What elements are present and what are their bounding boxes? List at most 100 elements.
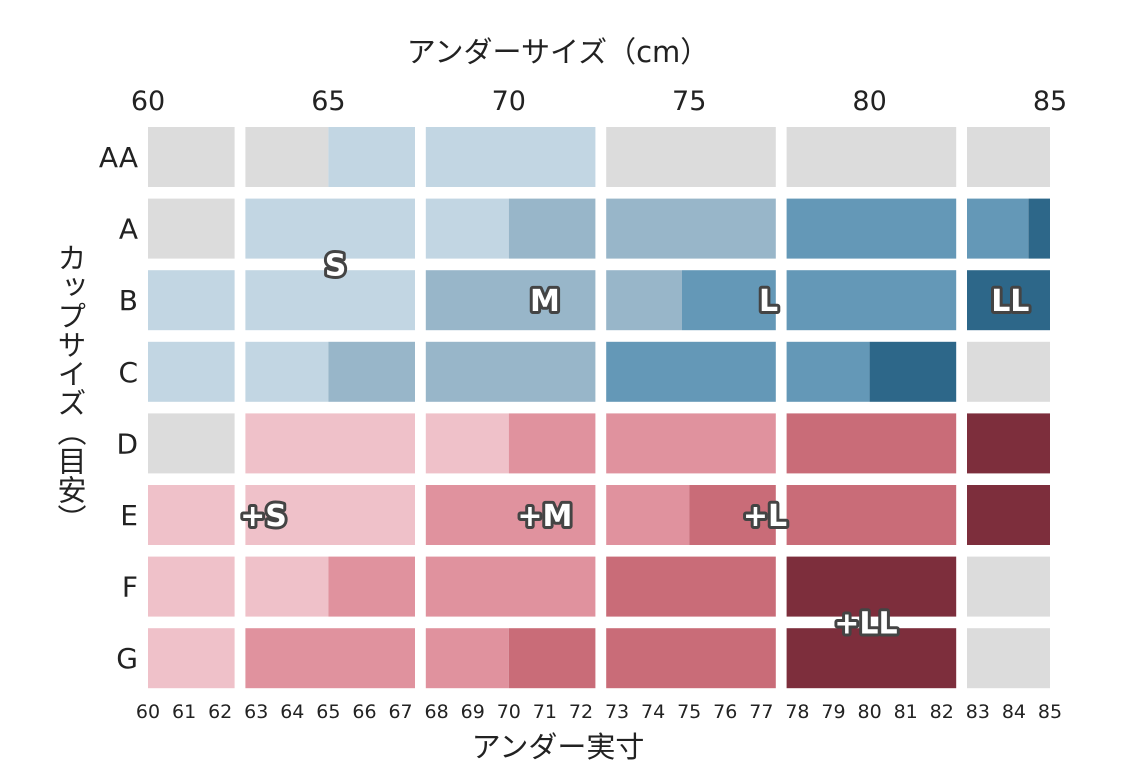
top-axis-ticks: 60 65 70 75 80 85 xyxy=(131,86,1067,117)
heatmap-cell xyxy=(967,485,1050,545)
heatmap-cell xyxy=(425,628,509,689)
heatmap-cell xyxy=(786,341,870,402)
heatmap-cell xyxy=(425,341,596,402)
bottom-tick-label: 78 xyxy=(785,701,809,723)
bottom-tick-label: 61 xyxy=(172,701,196,723)
heatmap-cell xyxy=(967,341,1050,402)
heatmap-cell xyxy=(508,198,596,259)
bottom-tick-label: 82 xyxy=(930,701,954,723)
size-label: +L xyxy=(743,499,787,534)
bottom-tick-label: 67 xyxy=(388,701,412,723)
bottom-axis-title: アンダー実寸 xyxy=(472,730,645,764)
heatmap-cell xyxy=(245,556,329,617)
heatmap-cell xyxy=(328,341,415,402)
heatmap-cell xyxy=(786,628,957,689)
heatmap-cell xyxy=(148,270,235,331)
size-label: +M xyxy=(517,499,572,534)
size-label: LL xyxy=(991,284,1029,319)
heatmap-cell xyxy=(328,127,415,187)
bottom-tick-label: 83 xyxy=(966,701,990,723)
bottom-tick-label: 75 xyxy=(677,701,701,723)
bottom-tick-label: 68 xyxy=(425,701,449,723)
size-label: +LL xyxy=(834,606,897,641)
bottom-tick-label: 73 xyxy=(605,701,629,723)
size-label: S xyxy=(325,248,347,283)
top-axis-title: アンダーサイズ（cm） xyxy=(407,35,710,69)
heatmap-cell xyxy=(786,198,957,259)
cup-category-label: F xyxy=(122,571,138,604)
cup-category-label: AA xyxy=(99,141,138,174)
heatmap-cell xyxy=(606,628,776,689)
bottom-tick-label: 81 xyxy=(894,701,918,723)
bottom-tick-label: 64 xyxy=(280,701,304,723)
heatmap-cell xyxy=(245,198,415,259)
heatmap-cell xyxy=(245,270,415,331)
heatmap-cell xyxy=(148,485,235,545)
heatmap-cell xyxy=(967,198,1029,259)
heatmap-cell xyxy=(967,270,1050,331)
heatmap-cell xyxy=(245,127,329,187)
top-tick-label: 75 xyxy=(672,86,706,117)
heatmap-cell xyxy=(148,413,235,474)
bottom-tick-label: 65 xyxy=(316,701,340,723)
heatmap-cell xyxy=(425,127,596,187)
heatmap-cell xyxy=(606,413,776,474)
heatmap-cell xyxy=(786,485,957,545)
heatmap-cell xyxy=(689,485,776,545)
heatmap-cell xyxy=(425,485,596,545)
heatmap-cell xyxy=(148,198,235,259)
heatmap-cell xyxy=(1028,198,1050,259)
heatmap-cell xyxy=(786,127,957,187)
bottom-tick-label: 84 xyxy=(1002,701,1026,723)
size-label: +S xyxy=(240,499,287,534)
heatmap-cell xyxy=(245,341,329,402)
heatmap-cell xyxy=(606,556,776,617)
cup-category-label: B xyxy=(119,284,138,317)
bottom-tick-label: 71 xyxy=(533,701,557,723)
heatmap-cells xyxy=(148,127,1050,689)
bottom-tick-label: 60 xyxy=(136,701,160,723)
heatmap-cell xyxy=(425,413,509,474)
cup-category-label: E xyxy=(120,499,138,532)
heatmap-cell xyxy=(786,413,957,474)
heatmap-cell xyxy=(606,341,776,402)
heatmap-cell xyxy=(148,341,235,402)
heatmap-cell xyxy=(245,485,415,545)
bottom-tick-label: 80 xyxy=(858,701,882,723)
bottom-tick-label: 74 xyxy=(641,701,665,723)
heatmap-cell xyxy=(869,341,957,402)
heatmap-cell xyxy=(786,556,957,617)
bottom-tick-label: 66 xyxy=(352,701,376,723)
top-tick-label: 65 xyxy=(311,86,345,117)
heatmap-cell xyxy=(425,556,596,617)
top-tick-label: 80 xyxy=(852,86,886,117)
heatmap-cell xyxy=(967,628,1050,689)
heatmap-cell xyxy=(148,556,235,617)
bottom-tick-label: 63 xyxy=(244,701,268,723)
heatmap-cell xyxy=(328,556,415,617)
bottom-axis-ticks: 60 61 62 63 64 65 66 67 68 69 70 71 72 73 74 75 76 77 78 79… xyxy=(136,701,1062,723)
bottom-tick-label: 69 xyxy=(461,701,485,723)
heatmap-cell xyxy=(606,270,682,331)
heatmap-cell xyxy=(245,628,415,689)
heatmap-cell xyxy=(682,270,776,331)
heatmap-cell xyxy=(606,198,776,259)
heatmap-cell xyxy=(967,413,1050,474)
bottom-tick-label: 79 xyxy=(821,701,845,723)
heatmap-cell xyxy=(425,270,596,331)
heatmap-cell xyxy=(148,628,235,689)
heatmap-cell xyxy=(786,270,957,331)
bottom-tick-label: 70 xyxy=(497,701,521,723)
cup-category-label: A xyxy=(119,213,138,246)
size-label: M xyxy=(530,284,560,319)
heatmap-cell xyxy=(245,413,415,474)
cup-category-label: D xyxy=(116,427,138,460)
heatmap-cell xyxy=(606,485,690,545)
bottom-tick-label: 62 xyxy=(208,701,232,723)
heatmap-cell xyxy=(606,127,776,187)
y-axis-title: カップサイズ（目安） xyxy=(53,243,87,533)
bottom-tick-label: 72 xyxy=(569,701,593,723)
